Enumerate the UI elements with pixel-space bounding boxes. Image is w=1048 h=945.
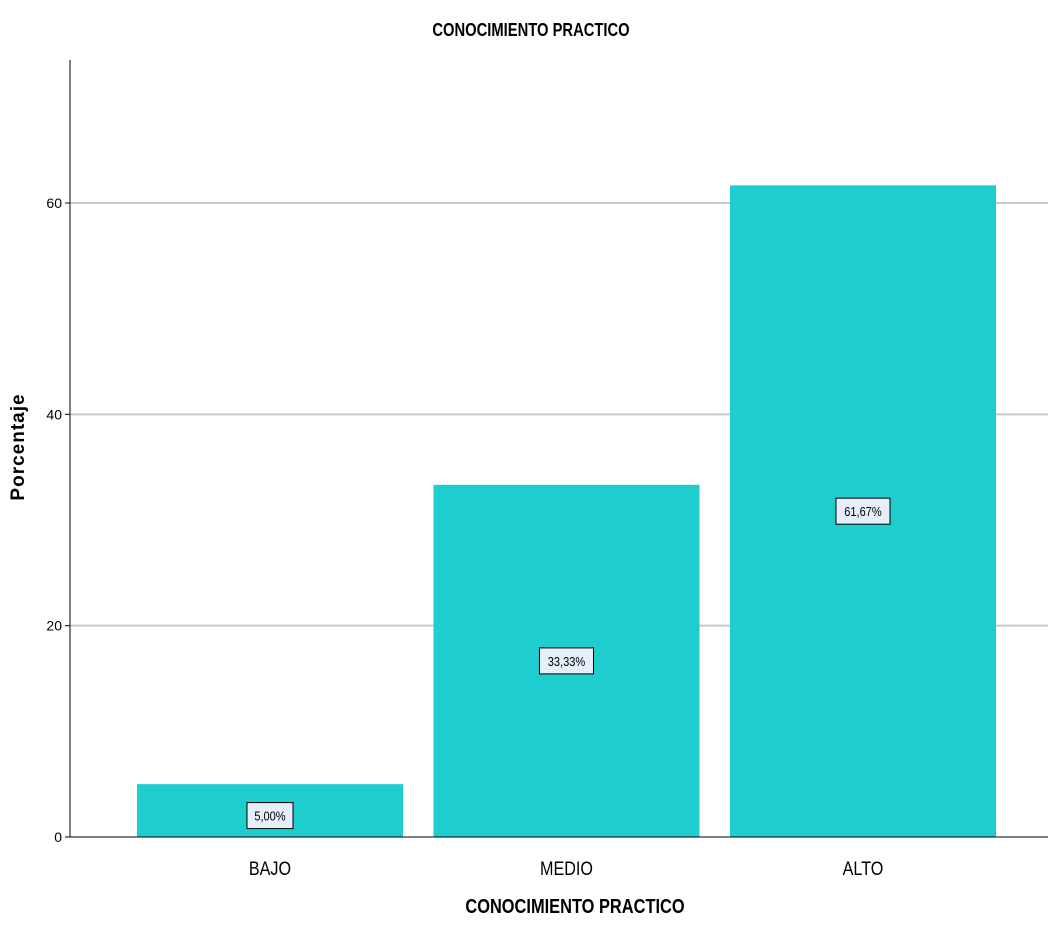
data-label: 61,67% bbox=[844, 504, 882, 519]
data-label: 5,00% bbox=[254, 809, 286, 824]
y-tick-label: 0 bbox=[54, 829, 62, 845]
data-labels: 5,00% 33,33% 61,67% bbox=[246, 497, 891, 830]
y-tick-label: 40 bbox=[46, 406, 62, 422]
y-tick-label: 60 bbox=[46, 195, 62, 211]
data-label-box bbox=[835, 497, 891, 525]
x-axis-title: CONOCIMIENTO PRACTICO bbox=[465, 896, 685, 918]
x-tick-label: MEDIO bbox=[540, 858, 593, 880]
data-label-box bbox=[246, 802, 294, 830]
data-label-box bbox=[539, 647, 594, 675]
x-tick-label: BAJO bbox=[249, 858, 291, 880]
chart-title: CONOCIMIENTO PRACTICO bbox=[432, 20, 630, 40]
axes: 0 20 40 60 BAJO MEDIO ALTO bbox=[46, 60, 1048, 879]
x-tick-label: ALTO bbox=[843, 858, 884, 880]
y-tick-label: 20 bbox=[46, 618, 62, 634]
data-label: 33,33% bbox=[548, 654, 586, 669]
